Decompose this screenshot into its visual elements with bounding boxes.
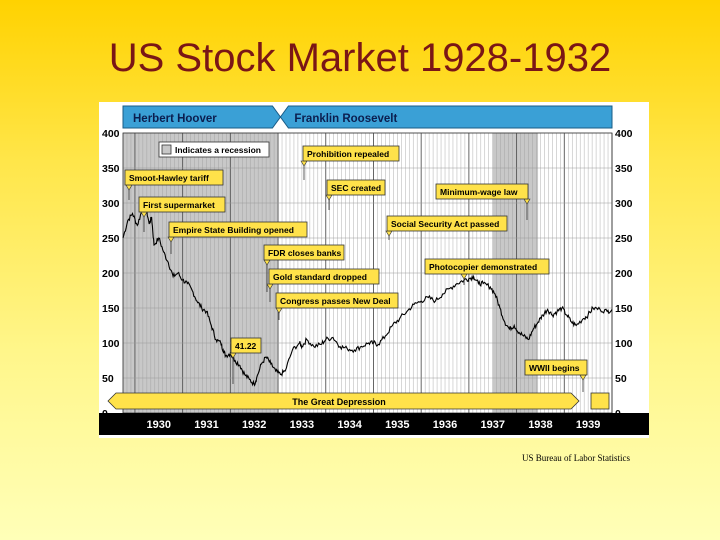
callout-box: [168, 221, 308, 238]
y-tick-label-right: 100: [615, 338, 633, 350]
y-tick-label-left: 250: [102, 233, 120, 245]
callout-text: 41.22: [235, 341, 257, 351]
series-line: [122, 202, 613, 387]
callout-text: Gold standard dropped: [273, 272, 367, 282]
callout-text: Photocopier demonstrated: [429, 262, 537, 272]
callout-box: [230, 337, 262, 354]
callout-box: [524, 359, 588, 376]
y-tick-label-left: 400: [102, 128, 120, 140]
y-tick-label-right: 350: [615, 163, 633, 175]
x-axis-bar: 1930 1931 1932 1933 1934 1935 1936 1937 1938 1939: [99, 413, 649, 435]
legend-swatch: [161, 144, 172, 155]
callout-tip: [460, 273, 468, 280]
series-layer: [122, 202, 613, 387]
callout-text: The Great Depression: [292, 397, 386, 407]
callout-text: Empire State Building opened: [173, 225, 294, 235]
callout-text: Smoot-Hawley tariff: [129, 173, 209, 183]
callout-box: [435, 183, 529, 200]
callout-box: [424, 258, 550, 275]
x-tick-label: 1936: [433, 419, 457, 431]
president-name: Herbert Hoover: [133, 113, 217, 125]
x-tick-label: 1931: [194, 419, 218, 431]
x-tick-label: 1932: [242, 419, 266, 431]
callout-tip: [579, 374, 587, 381]
callout-text: First supermarket: [143, 200, 215, 210]
x-tick-label: 1937: [480, 419, 504, 431]
y-tick-label-right: 200: [615, 268, 633, 280]
callout-text: Social Security Act passed: [391, 219, 499, 229]
legend-box: [158, 141, 270, 158]
y-tick-label-left: 100: [102, 338, 120, 350]
callout-box: [263, 244, 345, 261]
x-tick-label: 1939: [576, 419, 600, 431]
callouts: Prohibition repealed Smoot-Hawley tariff S…: [107, 145, 610, 410]
slide-title: US Stock Market 1928-1932: [108, 36, 612, 80]
callout-text: Congress passes New Deal: [280, 296, 391, 306]
callout-box: [386, 215, 508, 232]
callout-box: [275, 292, 399, 309]
y-axis-labels: 0050501001001501502002002502503003003503…: [102, 128, 633, 420]
y-tick-label-right: 250: [615, 233, 633, 245]
depression-end-box: [590, 392, 610, 410]
president-name: Franklin Roosevelt: [294, 113, 397, 125]
y-tick-label-right: 400: [615, 128, 633, 140]
callout-text: Minimum-wage law: [440, 187, 518, 197]
callout-tip: [325, 194, 333, 201]
president-banner: [279, 105, 613, 129]
callout-box: [302, 145, 400, 162]
x-axis-background: [99, 413, 649, 435]
x-tick-label: 1935: [385, 419, 409, 431]
source-note: US Bureau of Labor Statistics: [522, 453, 630, 463]
legend: Indicates a recession: [158, 141, 270, 158]
callout-box: [268, 268, 380, 285]
callout-text: FDR closes banks: [268, 248, 341, 258]
president-banner: [122, 105, 282, 129]
callout-text: Prohibition repealed: [307, 149, 389, 159]
callout-box: [124, 169, 224, 186]
callout-box: [138, 196, 226, 213]
callout-tip: [385, 230, 393, 237]
legend-label: Indicates a recession: [175, 145, 261, 155]
callout-text: WWII begins: [529, 363, 580, 373]
callout-text: SEC created: [331, 183, 381, 193]
y-tick-label-left: 200: [102, 268, 120, 280]
callout-box: [326, 179, 386, 196]
x-tick-label: 1933: [290, 419, 314, 431]
president-banners: Herbert Hoover Franklin Roosevelt: [122, 105, 613, 129]
y-tick-label-right: 300: [615, 198, 633, 210]
y-tick-label-right: 50: [615, 373, 627, 385]
y-tick-label-left: 350: [102, 163, 120, 175]
x-tick-label: 1930: [147, 419, 171, 431]
y-tick-label-right: 150: [615, 303, 633, 315]
y-tick-label-left: 150: [102, 303, 120, 315]
y-tick-label-left: 50: [102, 373, 114, 385]
x-tick-label: 1938: [528, 419, 552, 431]
y-tick-label-left: 300: [102, 198, 120, 210]
x-tick-label: 1934: [337, 419, 362, 431]
depression-arrow: [107, 392, 580, 410]
